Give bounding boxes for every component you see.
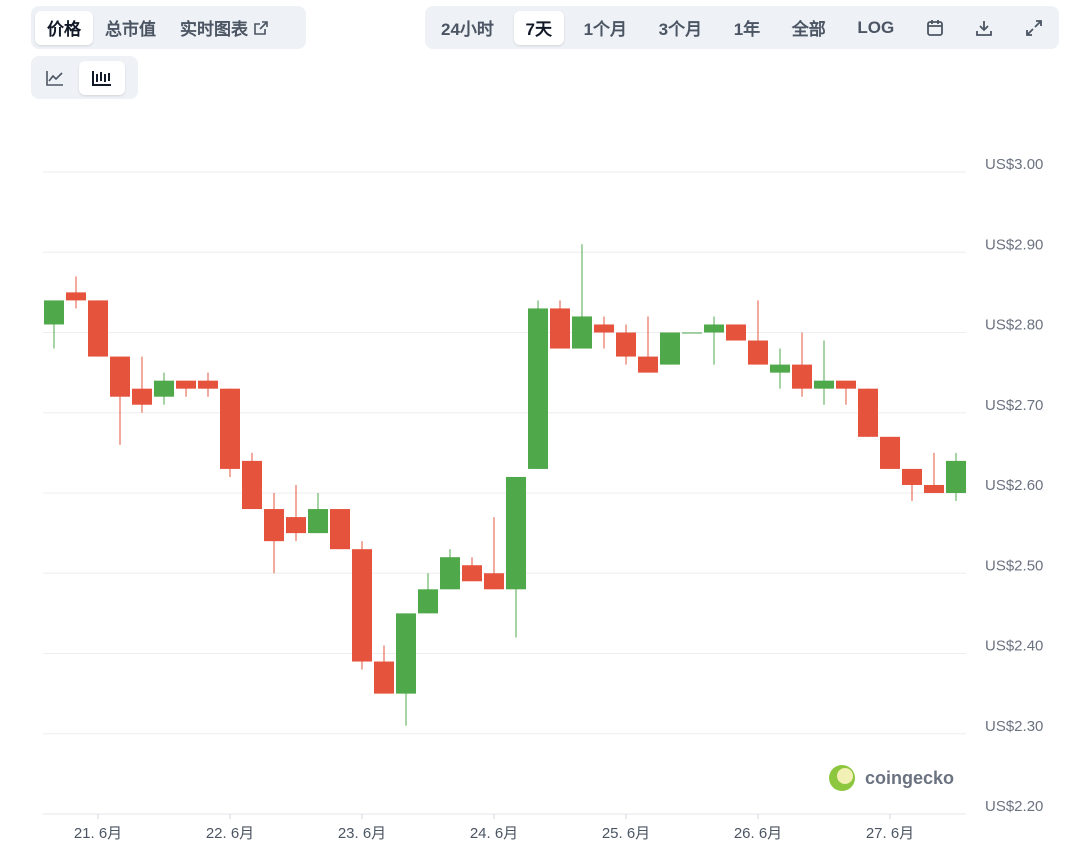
range-button[interactable]: 24小时 [429,11,506,45]
range-button[interactable]: LOG [845,11,906,45]
candle-body [660,332,680,365]
candle-body [770,364,790,373]
y-tick-label: US$2.90 [985,236,1043,253]
range-label: 1个月 [583,20,628,39]
candle-body [836,380,856,389]
watermark-text: coingecko [865,768,954,788]
tab-label: 价格 [47,20,81,39]
y-tick-label: US$2.70 [985,397,1043,414]
range-label: 3个月 [658,20,703,39]
x-tick-label: 24. 6月 [470,825,518,842]
candle-body [374,661,394,694]
candle-body [748,340,768,365]
candle-body [550,308,570,349]
candle-body [44,300,64,325]
candle-body [396,613,416,694]
candle-icon [92,70,111,86]
range-buttons: 24小时 7天 1个月 3个月 1年 全部 LOG [425,6,1059,49]
y-tick-label: US$2.40 [985,638,1043,655]
range-label: 7天 [525,20,552,39]
candle-body [308,509,328,534]
candle-body [858,388,878,437]
candle-body [726,324,746,341]
candle-body [110,356,130,397]
range-button[interactable]: 3个月 [647,11,714,45]
candle-body [924,484,944,493]
view-tabs: 价格 总市值 实时图表 [31,6,306,49]
candle-body [176,380,196,389]
range-button[interactable]: 1年 [722,11,772,45]
candle-body [352,549,372,662]
candle-body [440,557,460,590]
line-icon [46,70,63,86]
candle-body [616,332,636,357]
x-tick-label: 25. 6月 [602,825,650,842]
candle-body [704,324,724,333]
candle-body [814,380,834,389]
range-label: 1年 [733,20,761,39]
candle-body [506,476,526,590]
download-icon [976,20,993,36]
candle-body [242,460,262,510]
x-tick-label: 27. 6月 [866,825,914,842]
tab-label: 总市值 [105,20,156,39]
calendar-button[interactable] [914,11,956,45]
calendar-icon [926,19,943,36]
candle-body [198,380,218,389]
candle-body [264,509,284,542]
chart-type-toggle [31,56,138,99]
range-button[interactable]: 7天 [513,10,564,45]
y-tick-label: US$3.00 [985,156,1043,173]
external-icon [254,20,268,35]
tab[interactable]: 价格 [35,10,93,45]
candle-body [88,300,108,357]
range-button[interactable]: 1个月 [572,11,639,45]
range-label: 24小时 [441,20,494,39]
fullscreen-button[interactable] [1013,11,1055,45]
x-tick-label: 23. 6月 [338,825,386,842]
tab-label: 实时图表 [180,20,248,39]
x-tick-label: 22. 6月 [206,825,254,842]
logo-face [837,768,853,784]
x-tick-label: 21. 6月 [74,825,122,842]
tab[interactable]: 实时图表 [168,11,281,45]
candle-body [132,388,152,405]
fullscreen-icon [1026,19,1042,36]
candle-body [594,324,614,333]
range-label: LOG [857,17,895,37]
x-tick-label: 26. 6月 [734,825,782,842]
candle-body [330,509,350,550]
candle-chart-button[interactable] [79,60,125,95]
candle-body [682,332,702,334]
range-label: 全部 [791,20,826,39]
range-button[interactable]: 全部 [780,11,838,45]
candle-body [286,517,306,534]
candle-body [462,565,482,582]
y-tick-label: US$2.60 [985,477,1043,494]
candle-body [638,356,658,373]
candle-body [154,380,174,397]
candle-body [792,364,812,389]
candle-body [220,388,240,469]
tab[interactable]: 总市值 [93,11,168,45]
candle-body [880,436,900,469]
candle-body [528,308,548,469]
y-tick-label: US$2.20 [985,798,1043,815]
watermark: coingecko [829,765,954,791]
candle-body [902,468,922,485]
line-chart-button[interactable] [35,61,75,95]
download-button[interactable] [963,11,1005,45]
y-tick-label: US$2.50 [985,557,1043,574]
candle-body [572,316,592,349]
candle-body [946,460,966,493]
y-tick-label: US$2.30 [985,718,1043,735]
candle-body [418,589,438,614]
candle-body [484,573,504,590]
y-tick-label: US$2.80 [985,317,1043,334]
candle-body [66,292,86,301]
